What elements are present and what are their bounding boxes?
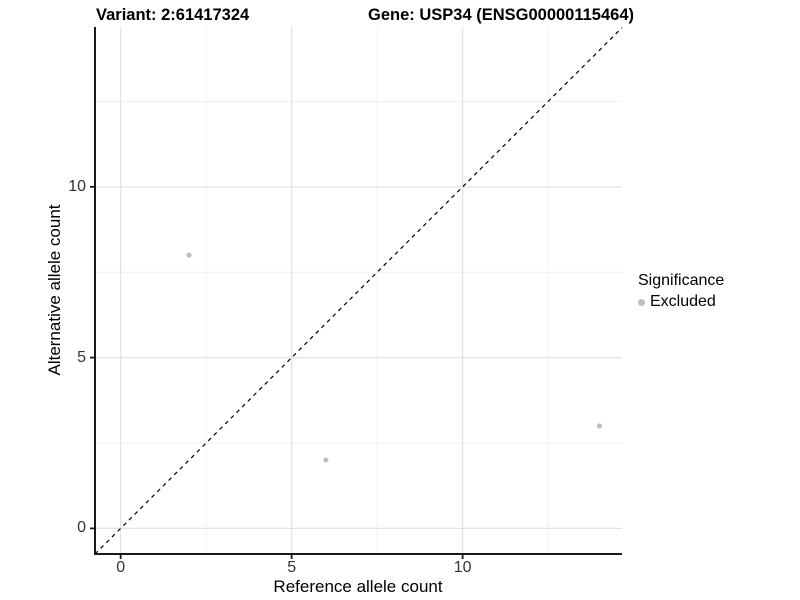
y-tick-label: 5 xyxy=(77,348,86,366)
legend-title: Significance xyxy=(638,272,725,289)
legend-items: Excluded xyxy=(638,293,798,311)
data-point xyxy=(186,252,192,258)
legend-item-label: Excluded xyxy=(650,293,716,310)
x-tick-label: 0 xyxy=(116,559,126,576)
legend: Significance Excluded xyxy=(638,272,798,311)
y-tick-label: 0 xyxy=(77,519,86,537)
legend-key-dot-icon xyxy=(638,298,645,306)
gene-title: Gene: USP34 (ENSG00000115464) xyxy=(368,6,634,24)
data-point xyxy=(323,457,329,463)
data-point xyxy=(596,423,603,429)
identity-line xyxy=(94,27,623,555)
variant-title: Variant: 2:61417324 xyxy=(96,6,250,24)
x-axis-title: Reference allele count xyxy=(273,577,443,596)
legend-item: Excluded xyxy=(638,293,798,311)
y-tick-label: 10 xyxy=(68,177,86,195)
x-tick-label: 10 xyxy=(453,559,472,576)
x-tick-label: 5 xyxy=(287,559,297,576)
